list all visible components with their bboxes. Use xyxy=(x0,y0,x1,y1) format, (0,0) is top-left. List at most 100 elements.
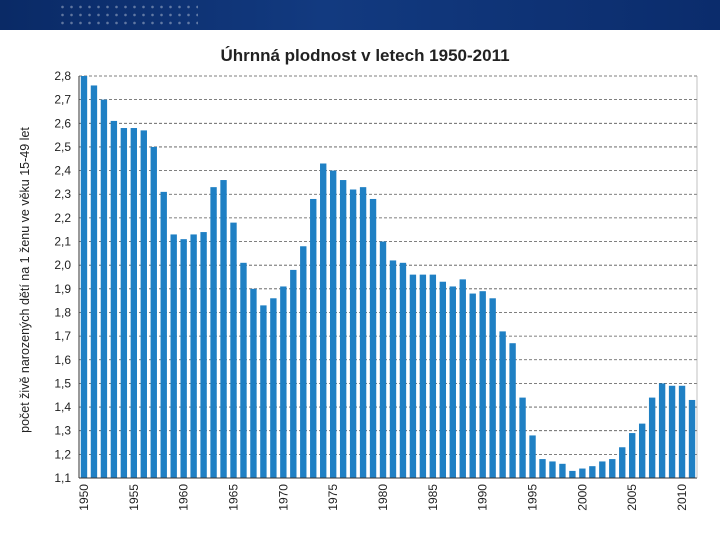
x-tick-label: 1965 xyxy=(227,484,241,511)
bar-1989 xyxy=(469,293,476,478)
bar-1979 xyxy=(369,198,377,478)
bar-1987 xyxy=(449,286,456,478)
bar-1954 xyxy=(120,128,128,478)
bars xyxy=(80,76,696,479)
bar-1965 xyxy=(230,222,237,478)
bar-1971 xyxy=(290,269,297,478)
bar-1952 xyxy=(100,99,108,478)
bar-1974 xyxy=(320,163,327,478)
x-tick-label: 1975 xyxy=(326,484,340,511)
bar-1982 xyxy=(399,262,407,478)
header-dot-pattern xyxy=(58,3,198,27)
y-tick-labels: 1,1 1,2 1,3 1,4 1,5 1,6 1,7 1,8 1,9 2,0 2,1 2,2 2,3 2… xyxy=(54,69,71,485)
x-tick-label: 1950 xyxy=(77,484,91,511)
bar-1958 xyxy=(160,191,167,478)
x-tick-label: 1970 xyxy=(276,484,290,511)
bar-1957 xyxy=(150,146,157,479)
bar-2008 xyxy=(658,383,666,478)
x-tick-label: 1985 xyxy=(426,484,440,511)
y-tick-label: 1,9 xyxy=(54,282,71,296)
y-tick-label: 2,4 xyxy=(54,164,71,178)
bar-1950 xyxy=(80,76,88,478)
bar-2006 xyxy=(638,423,646,478)
y-tick-label: 2,3 xyxy=(54,187,71,201)
bar-1991 xyxy=(489,298,496,478)
bar-1984 xyxy=(419,274,427,478)
bar-1992 xyxy=(499,331,506,478)
bar-1970 xyxy=(280,286,287,478)
y-tick-label: 2,6 xyxy=(54,116,71,130)
y-tick-label: 2,8 xyxy=(54,69,71,83)
header-band xyxy=(0,0,720,30)
bar-1966 xyxy=(240,262,247,478)
y-tick-label: 1,3 xyxy=(54,424,71,438)
x-tick-label: 1955 xyxy=(127,484,141,511)
bar-1994 xyxy=(519,397,526,478)
y-tick-label: 1,1 xyxy=(54,471,71,485)
bar-1968 xyxy=(260,305,267,478)
bar-2005 xyxy=(629,433,636,478)
bar-1981 xyxy=(389,260,397,478)
bar-1955 xyxy=(130,128,138,478)
bar-2007 xyxy=(648,397,656,478)
bar-1964 xyxy=(220,180,227,478)
y-tick-label: 2,1 xyxy=(54,235,71,249)
x-tick-label: 1995 xyxy=(526,484,540,511)
bar-1997 xyxy=(549,461,556,478)
bar-1956 xyxy=(140,130,147,478)
bar-1996 xyxy=(539,459,546,478)
y-tick-label: 1,5 xyxy=(54,376,71,390)
bar-1985 xyxy=(429,274,437,478)
bar-1993 xyxy=(509,343,516,478)
chart-title: Úhrnná plodnost v letech 1950-2011 xyxy=(220,46,509,65)
bar-1998 xyxy=(559,463,566,478)
bar-1995 xyxy=(529,435,536,478)
y-tick-label: 2,2 xyxy=(54,211,71,225)
bar-1977 xyxy=(349,189,357,478)
bar-1960 xyxy=(180,239,187,478)
bar-1978 xyxy=(359,187,367,478)
bar-1963 xyxy=(210,187,217,478)
bar-1967 xyxy=(250,288,257,478)
bar-1980 xyxy=(379,241,387,478)
bar-2000 xyxy=(579,468,586,478)
bar-1962 xyxy=(200,232,207,478)
y-tick-label: 1,8 xyxy=(54,305,71,319)
y-tick-label: 2,7 xyxy=(54,93,71,107)
bar-1976 xyxy=(339,180,347,478)
y-tick-label: 1,6 xyxy=(54,353,71,367)
y-axis-label: počet živě narozených dětí na 1 ženu ve … xyxy=(18,127,32,433)
bar-1961 xyxy=(190,234,197,478)
bar-1972 xyxy=(300,246,307,478)
y-tick-label: 2,5 xyxy=(54,140,71,154)
x-tick-label: 2000 xyxy=(575,484,589,511)
bar-1951 xyxy=(90,85,98,478)
bar-1973 xyxy=(310,198,317,478)
bar-2003 xyxy=(609,459,616,478)
x-tick-label: 2010 xyxy=(675,484,689,511)
x-tick-label: 1990 xyxy=(476,484,490,511)
y-tick-label: 1,4 xyxy=(54,400,71,414)
bar-2001 xyxy=(589,466,596,478)
bar-2010 xyxy=(678,385,686,478)
axes xyxy=(78,76,698,479)
bar-1988 xyxy=(459,279,466,478)
bar-1975 xyxy=(329,170,337,478)
y-tick-label: 1,7 xyxy=(54,329,71,343)
bar-2011 xyxy=(688,399,696,478)
bar-1990 xyxy=(479,291,486,478)
bar-2009 xyxy=(668,385,676,478)
y-tick-label: 2,0 xyxy=(54,258,71,272)
x-tick-label: 1960 xyxy=(177,484,191,511)
bar-1953 xyxy=(110,120,118,478)
bar-2004 xyxy=(619,447,626,478)
fertility-bar-chart: Úhrnná plodnost v letech 1950-2011 1,11,… xyxy=(18,46,698,511)
bar-2002 xyxy=(599,461,606,478)
bar-1983 xyxy=(409,274,417,478)
bar-1999 xyxy=(569,470,576,478)
x-tick-labels: 1950 1955 1960 1965 1970 1975 1980 1985 1990 1995… xyxy=(77,484,689,511)
x-tick-label: 1980 xyxy=(376,484,390,511)
bar-1959 xyxy=(170,234,177,478)
bar-1986 xyxy=(439,281,447,478)
y-tick-label: 1,2 xyxy=(54,447,71,461)
